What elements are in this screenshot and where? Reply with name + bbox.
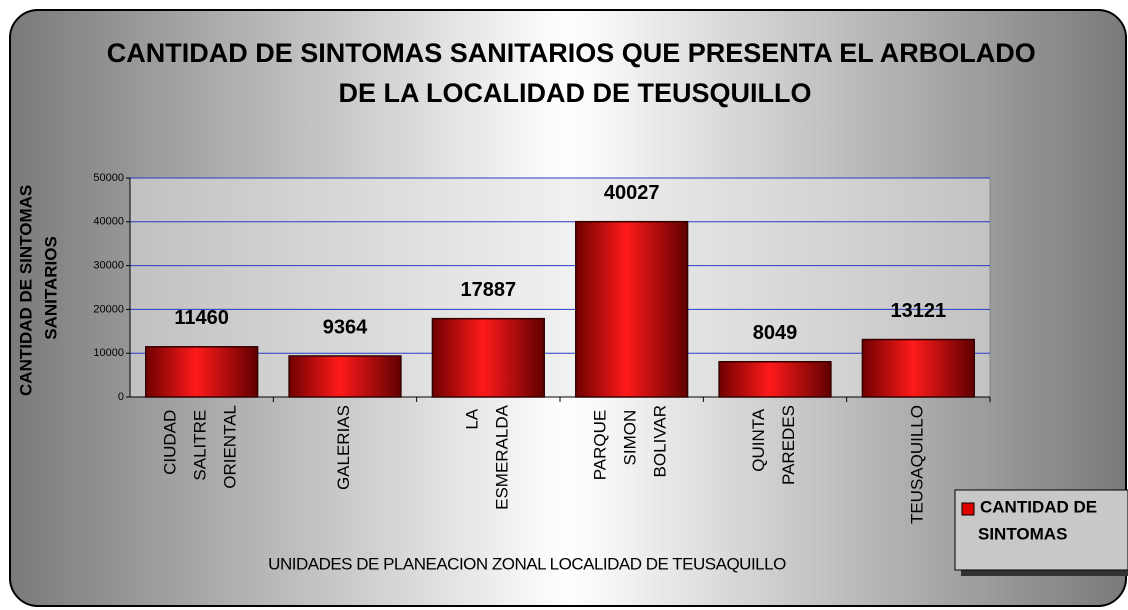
y-axis-label: CANTIDAD DE SINTOMAS SANITARIOS	[17, 180, 61, 396]
x-axis-label: UNIDADES DE PLANEACION ZONAL LOCALIDAD D…	[268, 554, 786, 573]
legend-label: CANTIDAD DE SINTOMAS	[978, 498, 1102, 544]
data-label: 17887	[461, 279, 517, 301]
y-tick-label: 50000	[93, 172, 124, 184]
x-tick-label: LA ESMERALDA	[463, 404, 512, 510]
bar	[431, 317, 545, 398]
plot-area	[129, 177, 991, 398]
bar	[861, 338, 975, 398]
data-label: 13121	[891, 300, 947, 322]
x-tick-label: CIUDAD SALITRE ORIENTAL	[161, 405, 240, 489]
bar	[718, 360, 832, 398]
data-label: 40027	[604, 182, 660, 204]
x-tick-label: QUINTA PAREDES	[749, 405, 798, 485]
y-tick-label: 10000	[93, 347, 124, 359]
x-tick-label: GALERIAS	[334, 405, 353, 490]
bar	[575, 220, 689, 398]
bar	[288, 355, 402, 398]
legend	[954, 489, 1128, 571]
data-label: 11460	[174, 307, 229, 329]
data-label: 9364	[323, 316, 368, 338]
y-tick-label: 20000	[93, 303, 124, 315]
data-label: 8049	[753, 322, 798, 344]
y-tick-label: 0	[118, 391, 124, 403]
chart-title: CANTIDAD DE SINTOMAS SANITARIOS QUE PRES…	[107, 38, 1044, 108]
y-tick-label: 40000	[93, 216, 124, 228]
x-tick-label: PARQUE SIMON BOLIVAR	[591, 405, 670, 480]
bar	[145, 346, 259, 398]
legend-swatch	[961, 502, 975, 516]
x-tick-label: TEUSAQUILLO	[908, 405, 927, 524]
y-tick-label: 30000	[93, 260, 124, 272]
